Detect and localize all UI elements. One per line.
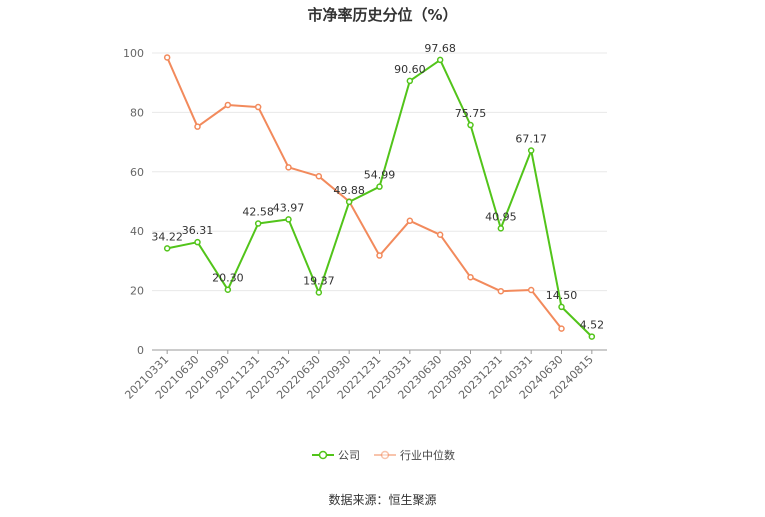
company-data-point	[285, 216, 292, 223]
company-data-point	[467, 121, 474, 129]
legend-item-company[interactable]: 公司	[312, 447, 360, 463]
company-data-point	[376, 183, 383, 190]
industry-median-series-line	[166, 57, 563, 330]
legend-company-marker-icon	[312, 450, 334, 460]
y-tick-label: 0	[137, 344, 144, 357]
company-data-point	[436, 56, 444, 64]
legend: 公司 行业中位数	[312, 447, 469, 463]
industry-median-data-point	[285, 164, 292, 171]
industry-median-data-point	[315, 173, 323, 180]
company-data-label: 20.30	[212, 272, 244, 285]
industry-median-data-point	[497, 287, 505, 295]
company-data-label: 97.68	[424, 42, 456, 55]
company-data-point	[345, 198, 353, 206]
company-data-point	[406, 77, 414, 85]
company-data-label: 54.99	[364, 169, 396, 182]
company-data-label: 42.58	[242, 206, 274, 219]
series-layer	[163, 54, 596, 340]
company-data-label: 43.97	[273, 201, 305, 214]
company-data-point	[527, 147, 535, 154]
legend-item-industry-median[interactable]: 行业中位数	[374, 447, 455, 463]
company-data-label: 4.52	[580, 319, 605, 332]
industry-median-data-point	[376, 252, 383, 259]
industry-median-data-point	[436, 231, 444, 239]
industry-median-data-point	[467, 273, 474, 281]
company-data-point	[315, 289, 323, 296]
company-data-label: 49.88	[333, 184, 365, 197]
y-tick-label: 80	[130, 106, 144, 119]
industry-median-data-point	[558, 325, 565, 332]
company-data-label: 34.22	[151, 230, 183, 243]
company-data-point	[194, 238, 201, 246]
company-data-label: 14.50	[546, 289, 578, 302]
industry-median-data-point	[224, 101, 232, 109]
y-tick-label: 100	[123, 47, 144, 60]
company-data-point	[163, 245, 171, 252]
industry-median-data-point	[527, 286, 535, 294]
y-tick-label: 20	[130, 285, 144, 298]
industry-median-data-point	[194, 123, 201, 130]
company-data-point	[254, 220, 262, 227]
company-data-label: 19.37	[303, 274, 335, 287]
company-data-label: 67.17	[515, 133, 547, 146]
chart-title: 市净率历史分位（%）	[307, 6, 458, 24]
company-data-label: 90.60	[394, 63, 426, 76]
industry-median-data-point	[254, 103, 262, 111]
company-series-line	[166, 58, 593, 338]
data-source-note: 数据来源：恒生聚源	[328, 493, 437, 507]
company-data-point	[588, 333, 596, 340]
y-tick-label: 40	[130, 225, 144, 238]
company-data-point	[497, 225, 505, 232]
industry-median-data-point	[163, 54, 171, 61]
industry-median-data-point	[406, 217, 414, 225]
y-tick-label: 60	[130, 166, 144, 179]
company-data-label: 75.75	[455, 107, 487, 120]
company-data-label: 40.95	[485, 210, 517, 223]
legend-industry-marker-icon	[374, 450, 396, 460]
company-data-point	[558, 303, 565, 311]
legend-company-label: 公司	[338, 449, 360, 462]
company-data-label: 36.31	[182, 224, 214, 237]
company-data-point	[224, 286, 232, 293]
legend-industry-label: 行业中位数	[400, 449, 455, 462]
